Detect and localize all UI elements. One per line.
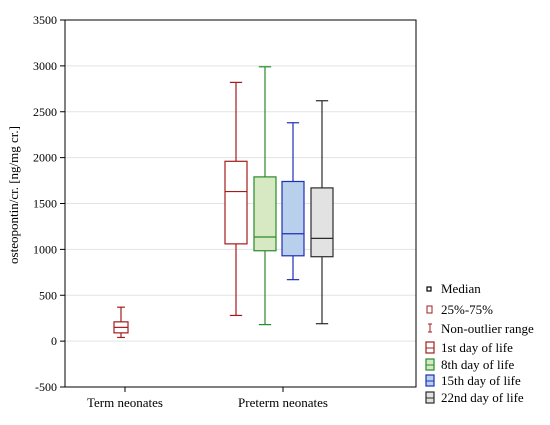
x-category-label: Preterm neonates — [238, 395, 328, 410]
y-tick-label: 1500 — [33, 197, 57, 211]
legend-label: 8th day of life — [441, 357, 515, 372]
legend-symbol — [426, 305, 433, 314]
y-tick-label: 0 — [51, 334, 57, 348]
y-axis: -500 0 500 1000 1500 2000 2500 3000 3500 — [33, 13, 65, 394]
legend-item: 22nd day of life — [425, 390, 524, 405]
box-22nd-day-of-life-preterm — [310, 100, 334, 325]
legend-label: 15th day of life — [441, 373, 521, 388]
box-8th-day-of-life-preterm — [253, 66, 277, 326]
legend-label: 25%-75% — [441, 302, 493, 317]
box-15th-day-of-life-preterm — [281, 122, 305, 281]
legend-symbol — [426, 286, 432, 292]
legend-label: Non-outlier range — [441, 321, 534, 336]
iqr-box — [310, 187, 334, 258]
y-tick-label: 500 — [39, 288, 57, 302]
x-axis: Term neonates Preterm neonates — [87, 387, 328, 410]
iqr-box — [281, 180, 305, 257]
iqr-box — [253, 176, 277, 252]
y-axis-label: osteopontin/cr. [ng/mg cr.] — [6, 126, 21, 264]
iqr-box — [224, 160, 248, 245]
y-tick-label: 2500 — [33, 105, 57, 119]
y-tick-label: 2000 — [33, 151, 57, 165]
legend-item: 1st day of life — [425, 340, 513, 355]
y-tick-label: 3500 — [33, 13, 57, 27]
boxes — [113, 66, 334, 339]
legend-item: 25%-75% — [426, 302, 493, 317]
box-1st-day-of-life-term — [113, 306, 129, 339]
box-1st-day-of-life-preterm — [224, 81, 248, 317]
y-tick-label: -500 — [35, 380, 57, 394]
legend-label: Median — [441, 281, 481, 296]
legend-item: 15th day of life — [425, 373, 521, 388]
legend-item: Non-outlier range — [428, 321, 534, 336]
y-tick-label: 1000 — [33, 242, 57, 256]
legend-item: Median — [426, 281, 481, 296]
legend-label: 22nd day of life — [441, 390, 524, 405]
grid-lines — [65, 65, 416, 342]
legend-label: 1st day of life — [441, 340, 513, 355]
legend: Median 25%-75% Non-outlier range 1st day of… — [425, 281, 534, 405]
y-tick-label: 3000 — [33, 59, 57, 73]
legend-item: 8th day of life — [425, 357, 515, 372]
x-category-label: Term neonates — [87, 395, 163, 410]
